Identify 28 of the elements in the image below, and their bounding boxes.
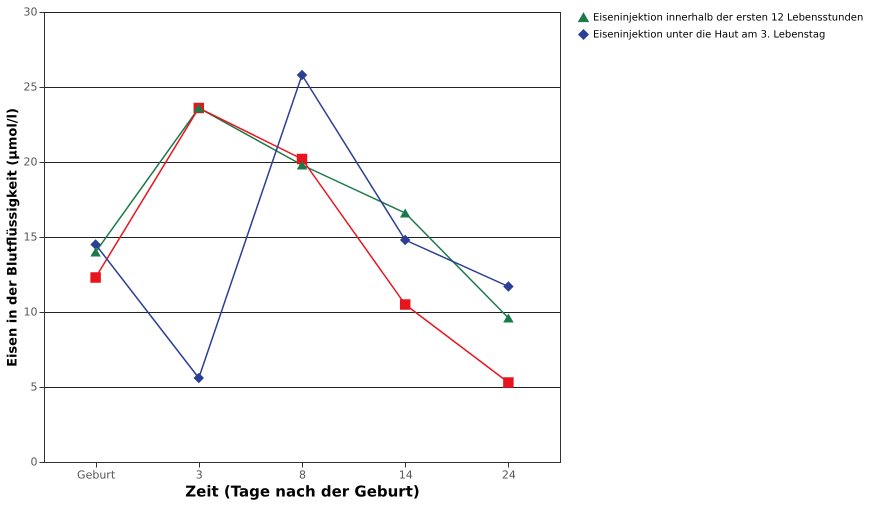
x-axis-title: Zeit (Tage nach der Geburt) — [185, 482, 420, 500]
y-tick-label: 15 — [24, 230, 38, 244]
point — [503, 377, 514, 388]
point — [503, 313, 514, 323]
x-tick-label: 8 — [299, 468, 306, 482]
y-tick-label: 30 — [24, 6, 38, 18]
legend-label: Eiseninjektion unter die Haut am 3. Lebenstag — [593, 30, 826, 40]
y-tick-label: 0 — [30, 456, 38, 468]
point — [194, 372, 204, 384]
x-tick-label: 24 — [502, 468, 516, 482]
point — [296, 160, 308, 170]
point — [90, 272, 101, 283]
point — [400, 299, 410, 310]
point — [90, 247, 101, 257]
point — [400, 208, 410, 218]
point — [296, 70, 308, 80]
x-tick-label: 3 — [196, 468, 203, 482]
y-tick-label: 5 — [30, 380, 38, 394]
y-tick-label: 20 — [24, 156, 38, 168]
point — [90, 239, 101, 250]
y-tick-label: 10 — [24, 306, 38, 318]
x-tick-label: 14 — [398, 468, 413, 482]
legend-label: Eiseninjektion innerhalb der ersten 12 Lebensstunden — [593, 12, 864, 24]
y-axis-title: Eisen in der Blutflüssigkeit (µmol/l) — [6, 108, 21, 367]
x-tick-label: Geburt — [77, 468, 116, 482]
y-tick-label: 25 — [24, 80, 38, 94]
point — [503, 281, 514, 292]
point — [400, 234, 410, 246]
